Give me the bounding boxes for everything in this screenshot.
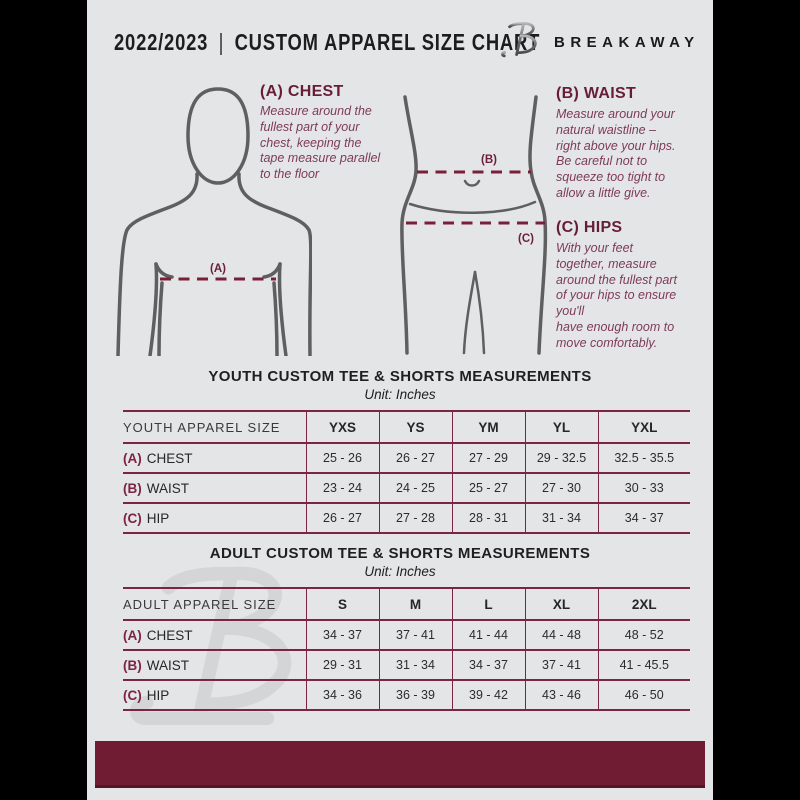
hips-instructions: With your feet together, measure around … — [556, 241, 677, 350]
chest-section-heading: (A) CHEST — [260, 83, 344, 100]
chart-title: CUSTOM APPAREL SIZE CHART — [234, 29, 541, 55]
adult-size-table: ADULT APPAREL SIZE S M L XL 2XL (A) CHEST… — [123, 587, 690, 711]
size-header-xl: XL — [524, 587, 598, 620]
adult-hip-row: (C) HIP 34 - 36 36 - 39 39 - 42 43 - 46 4… — [123, 679, 690, 711]
measurement-cell: 31 - 34 — [378, 649, 452, 680]
row-name: HIP — [146, 687, 170, 703]
measurement-cell: 46 - 50 — [597, 679, 690, 711]
measurement-cell: 34 - 36 — [305, 679, 379, 711]
measurement-cell: 28 - 31 — [451, 502, 525, 534]
measurement-cell: 30 - 33 — [597, 472, 690, 503]
season-label: 2022/2023 — [114, 29, 209, 55]
youth-size-table: YOUTH APPAREL SIZE YXS YS YM YL YXL (A) C… — [123, 410, 690, 534]
measurement-cell: 34 - 37 — [451, 649, 525, 680]
chest-marker-label: (A) — [210, 263, 226, 275]
measurement-cell: 29 - 31 — [305, 649, 379, 680]
adult-chest-row: (A) CHEST 34 - 37 37 - 41 41 - 44 44 - 48… — [123, 619, 690, 650]
measurement-cell: 48 - 52 — [597, 619, 690, 650]
title-divider: | — [218, 29, 225, 55]
measurement-cell: 44 - 48 — [524, 619, 598, 650]
youth-chest-row: (A) CHEST 25 - 26 26 - 27 27 - 29 29 - 32… — [123, 442, 690, 473]
measurement-cell: 37 - 41 — [524, 649, 598, 680]
adult-header-row: ADULT APPAREL SIZE S M L XL 2XL — [123, 587, 690, 620]
measurement-cell: 27 - 29 — [451, 442, 525, 473]
torso-diagram: (A) — [116, 87, 312, 356]
youth-waist-row: (B) WAIST 23 - 24 24 - 25 25 - 27 27 - 30… — [123, 472, 690, 503]
waist-section-heading: (B) WAIST — [556, 85, 637, 102]
row-label-chest: (A) CHEST — [123, 442, 306, 473]
row-label-chest: (A) CHEST — [123, 619, 306, 650]
youth-size-column-label: YOUTH APPAREL SIZE — [123, 410, 306, 443]
size-header-s: S — [305, 587, 379, 620]
measurement-cell: 39 - 42 — [451, 679, 525, 711]
row-name: HIP — [146, 510, 170, 526]
size-header-m: M — [378, 587, 452, 620]
adult-waist-row: (B) WAIST 29 - 31 31 - 34 34 - 37 37 - 41… — [123, 649, 690, 680]
row-prefix: (B) — [123, 480, 142, 496]
row-prefix: (A) — [123, 627, 142, 643]
size-header-yxs: YXS — [305, 410, 379, 443]
row-label-waist: (B) WAIST — [123, 472, 306, 503]
size-header-2xl: 2XL — [597, 587, 690, 620]
waist-hips-diagram: (B) (C) — [400, 95, 548, 355]
adult-size-column-label: ADULT APPAREL SIZE — [123, 587, 306, 620]
youth-header-row: YOUTH APPAREL SIZE YXS YS YM YL YXL — [123, 410, 690, 443]
row-name: WAIST — [146, 480, 189, 496]
measurement-cell: 26 - 27 — [305, 502, 379, 534]
breakaway-logo-icon — [501, 22, 537, 58]
measurement-cell: 27 - 30 — [524, 472, 598, 503]
size-header-l: L — [451, 587, 525, 620]
youth-hip-row: (C) HIP 26 - 27 27 - 28 28 - 31 31 - 34 3… — [123, 502, 690, 534]
row-label-waist: (B) WAIST — [123, 649, 306, 680]
measurement-cell: 32.5 - 35.5 — [597, 442, 690, 473]
brand-name: BREAKAWAY — [554, 34, 700, 51]
size-header-ys: YS — [378, 410, 452, 443]
row-label-hip: (C) HIP — [123, 502, 306, 534]
footer-accent-bar — [95, 741, 705, 788]
measurement-cell: 25 - 27 — [451, 472, 525, 503]
size-chart-page: 2022/2023 | CUSTOM APPAREL SIZE CHART BREA… — [87, 0, 713, 800]
row-prefix: (C) — [123, 687, 142, 703]
measurement-cell: 29 - 32.5 — [524, 442, 598, 473]
measurement-cell: 41 - 44 — [451, 619, 525, 650]
measurement-cell: 37 - 41 — [378, 619, 452, 650]
size-header-yl: YL — [524, 410, 598, 443]
adult-table-title: ADULT CUSTOM TEE & SHORTS MEASUREMENTS — [209, 545, 591, 562]
waist-instructions: Measure around your natural waistline – … — [556, 107, 676, 200]
measurement-cell: 24 - 25 — [378, 472, 452, 503]
measurement-cell: 41 - 45.5 — [597, 649, 690, 680]
measurement-cell: 27 - 28 — [378, 502, 452, 534]
measurement-cell: 31 - 34 — [524, 502, 598, 534]
measurement-cell: 26 - 27 — [378, 442, 452, 473]
row-name: WAIST — [146, 657, 189, 673]
chest-instructions: Measure around the fullest part of your … — [260, 104, 381, 182]
row-label-hip: (C) HIP — [123, 679, 306, 711]
row-prefix: (C) — [123, 510, 142, 526]
youth-unit-label: Unit: Inches — [364, 387, 436, 402]
hips-marker-label: (C) — [518, 233, 534, 245]
measurement-cell: 34 - 37 — [305, 619, 379, 650]
hips-section-heading: (C) HIPS — [556, 219, 623, 236]
row-name: CHEST — [146, 450, 193, 466]
waist-marker-label: (B) — [481, 154, 497, 166]
row-prefix: (A) — [123, 450, 142, 466]
measurement-cell: 23 - 24 — [305, 472, 379, 503]
measurement-cell: 34 - 37 — [597, 502, 690, 534]
page-title: 2022/2023 | CUSTOM APPAREL SIZE CHART — [114, 29, 540, 56]
youth-table-title: YOUTH CUSTOM TEE & SHORTS MEASUREMENTS — [208, 368, 592, 385]
measurement-cell: 36 - 39 — [378, 679, 452, 711]
size-header-ym: YM — [451, 410, 525, 443]
measurement-cell: 43 - 46 — [524, 679, 598, 711]
size-header-yxl: YXL — [597, 410, 690, 443]
row-name: CHEST — [146, 627, 193, 643]
row-prefix: (B) — [123, 657, 142, 673]
measurement-cell: 25 - 26 — [305, 442, 379, 473]
adult-unit-label: Unit: Inches — [364, 564, 436, 579]
